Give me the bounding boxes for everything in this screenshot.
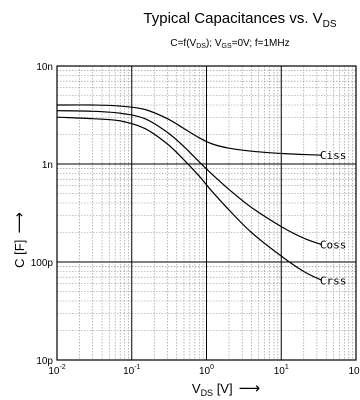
y-axis-label: C [F]⟶	[11, 212, 28, 268]
series-label-ciss: Ciss	[320, 149, 347, 162]
series-lines	[56, 104, 323, 281]
chart-subtitle: C=f(VDS); VGS=0V; f=1MHz	[170, 38, 289, 50]
tick-labels: 10-2 10-1 100 101 102 10n 1n 100p 10p	[31, 62, 360, 377]
y-tick-label: 1n	[42, 160, 53, 171]
chart-grid	[56, 65, 357, 361]
series-line-ciss	[56, 104, 322, 156]
x-tick-label: 10-2	[48, 364, 65, 377]
svg-text:C [F]⟶: C [F]⟶	[11, 212, 28, 268]
plot-frame	[56, 65, 357, 361]
series-label-crss: Crss	[320, 274, 347, 287]
y-tick-label: 10p	[36, 356, 53, 367]
x-tick-label: 10-1	[123, 364, 140, 377]
series-labels: Ciss Coss Crss	[320, 149, 347, 287]
series-line-coss	[56, 110, 323, 246]
series-line-crss	[56, 116, 323, 281]
x-tick-label: 101	[274, 364, 289, 377]
series-label-coss: Coss	[320, 239, 347, 252]
y-tick-label: 10n	[36, 62, 53, 73]
x-axis-label: VDS [V] ⟶	[192, 380, 260, 398]
chart-title: Typical Capacitances vs. VDS	[143, 10, 336, 30]
x-tick-label: 102	[348, 364, 360, 377]
x-tick-label: 100	[199, 364, 214, 377]
y-tick-label: 100p	[31, 258, 54, 269]
